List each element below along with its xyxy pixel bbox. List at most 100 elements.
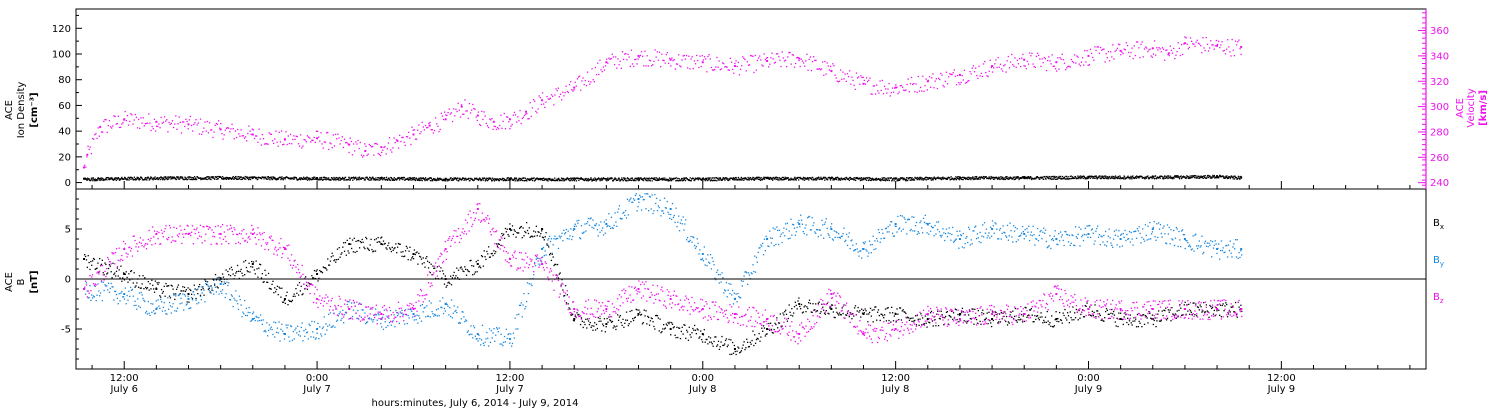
bx-sample [612,327,614,329]
bx-sample [1096,310,1098,312]
bx-sample [330,256,332,258]
density-sample [1196,175,1198,177]
velocity-sample [756,59,759,62]
velocity-sample [1150,55,1152,57]
density-sample [859,179,862,182]
density-sample [700,178,702,181]
bx-sample [1192,302,1194,304]
density-sample [680,179,682,181]
density-sample [683,178,686,181]
density-sample [447,180,449,182]
density-sample [798,179,800,181]
velocity-sample [829,65,832,68]
velocity-sample [126,114,129,117]
bx-sample [302,293,304,295]
bx-sample [669,321,671,323]
velocity-sample [748,64,751,66]
velocity-sample [248,125,250,127]
density-sample [795,179,797,181]
velocity-sample [148,113,150,115]
velocity-sample [860,75,862,77]
density-sample [242,176,244,179]
bx-sample [1010,311,1012,313]
density-sample [307,178,310,180]
density-sample [313,176,315,178]
density-sample [393,179,395,181]
density-sample [1176,176,1178,178]
density-sample [174,178,176,180]
velocity-sample [584,79,586,82]
density-sample [575,180,578,182]
density-sample [1166,175,1169,177]
velocity-sample [313,136,315,139]
bx-sample [676,326,678,329]
bx-sample [1063,314,1065,317]
velocity-sample [909,83,912,85]
velocity-points [83,36,1243,169]
bx-sample [220,277,222,279]
density-sample [457,177,459,179]
by-sample [195,299,197,301]
bx-sample [832,311,835,313]
velocity-sample [529,102,531,104]
bx-sample [904,311,906,313]
velocity-sample [1040,65,1042,68]
density-sample [767,178,770,180]
velocity-sample [887,88,889,90]
velocity-sample [717,66,719,68]
density-sample [666,179,669,181]
velocity-sample [1149,48,1151,50]
velocity-sample [582,77,584,79]
velocity-sample [1126,44,1129,47]
density-sample [709,180,712,182]
velocity-sample [809,56,811,58]
bx-sample [777,327,779,329]
velocity-point [926,80,929,83]
density-sample [409,178,411,181]
velocity-sample [1002,70,1004,72]
bx-sample [745,347,747,349]
density-sample [829,178,831,180]
velocity-sample [355,141,357,143]
by-sample [121,290,123,293]
density-sample [697,179,700,181]
bx-sample [88,261,90,264]
bx-sample [114,275,117,277]
bx-sample [590,326,592,329]
density-sample [355,176,357,178]
density-sample [340,177,342,180]
density-sample [812,179,814,181]
density-sample [369,179,372,181]
density-sample [704,178,706,180]
bx-sample [845,314,848,316]
bx-sample [764,335,766,337]
velocity-sample [662,59,664,61]
density-sample [961,178,963,181]
density-sample [230,178,232,180]
density-sample [309,177,311,179]
bx-sample [766,333,768,335]
density-sample [1040,176,1042,178]
bx-sample [421,263,423,265]
velocity-sample [319,140,321,142]
bx-sample [1043,319,1045,322]
density-sample [577,177,580,179]
density-sample [717,177,719,179]
bx-sample [719,346,721,348]
density-sample [954,177,957,180]
density-sample [374,179,377,181]
density-sample [689,177,691,179]
bx-sample [848,315,850,318]
bx-sample [1067,315,1070,317]
density-sample [1015,178,1017,180]
density-sample [392,178,394,180]
velocity-sample [667,62,670,64]
density-sample [1202,177,1204,180]
density-sample [409,176,411,179]
bx-sample [1190,311,1193,314]
density-sample [612,180,614,182]
velocity-sample [548,98,550,100]
velocity-sample [531,107,534,109]
density-sample [95,178,97,181]
bx-sample [1188,313,1191,315]
